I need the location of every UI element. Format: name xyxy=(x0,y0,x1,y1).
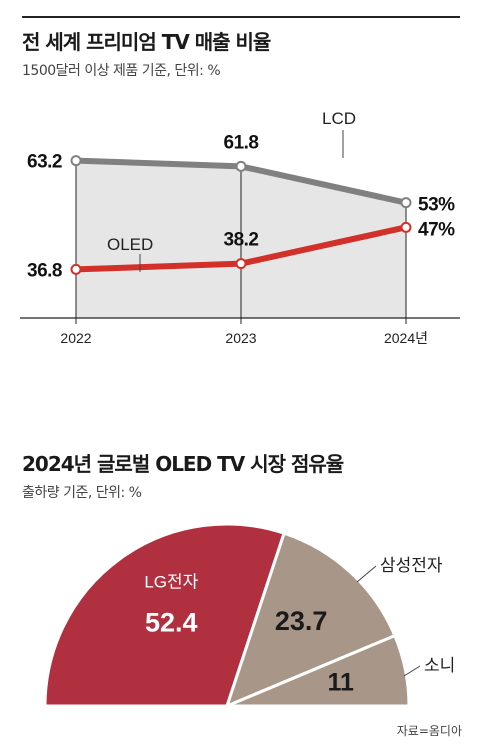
chart2-subtitle: 출하량 기준, 단위: % xyxy=(22,485,142,501)
chart1-title: 전 세계 프리미엄 TV 매출 비율 xyxy=(22,30,271,54)
sony-leader-line xyxy=(403,665,421,677)
slice-name-samsung: 삼성전자 xyxy=(380,556,443,575)
data-label-oled: 38.2 xyxy=(224,230,259,251)
slice-value-lg: 52.4 xyxy=(145,607,198,637)
top-rule xyxy=(22,16,460,18)
pie-slice-3 xyxy=(226,633,411,708)
data-label-lcd: 61.8 xyxy=(224,132,259,153)
data-point-lcd xyxy=(235,160,247,172)
chart1-subtitle: 1500달러 이상 제품 기준, 단위: % xyxy=(22,63,221,79)
slice-value-samsung: 23.7 xyxy=(275,606,328,636)
legend-label-oled: OLED xyxy=(107,235,153,254)
data-label-oled: 36.8 xyxy=(27,260,62,281)
data-point-lcd xyxy=(70,155,82,167)
chart2-title: 2024년 글로벌 OLED TV 시장 점유율 xyxy=(22,452,344,476)
legend-label-lcd: LCD xyxy=(322,109,356,128)
data-label-lcd: 63.2 xyxy=(27,152,62,173)
pie-slice-1 xyxy=(43,522,287,708)
slice-name-lg: LG전자 xyxy=(144,572,198,591)
source-note: 자료=옴디아 xyxy=(396,724,462,738)
samsung-leader-line xyxy=(356,565,377,583)
data-point-oled xyxy=(400,221,412,233)
data-label-lcd: 53% xyxy=(418,195,455,216)
x-tick-label: 2022 xyxy=(60,330,91,346)
slice-name-sony: 소니 xyxy=(424,656,455,675)
data-label-oled: 47% xyxy=(418,219,455,240)
data-point-oled xyxy=(70,263,82,275)
x-tick-label: 2023 xyxy=(225,330,256,346)
slice-value-sony: 11 xyxy=(328,668,355,696)
pie-slice-2 xyxy=(224,531,397,709)
data-point-oled xyxy=(235,258,247,270)
x-tick-label: 2024년 xyxy=(384,330,428,346)
data-point-lcd xyxy=(400,197,412,209)
